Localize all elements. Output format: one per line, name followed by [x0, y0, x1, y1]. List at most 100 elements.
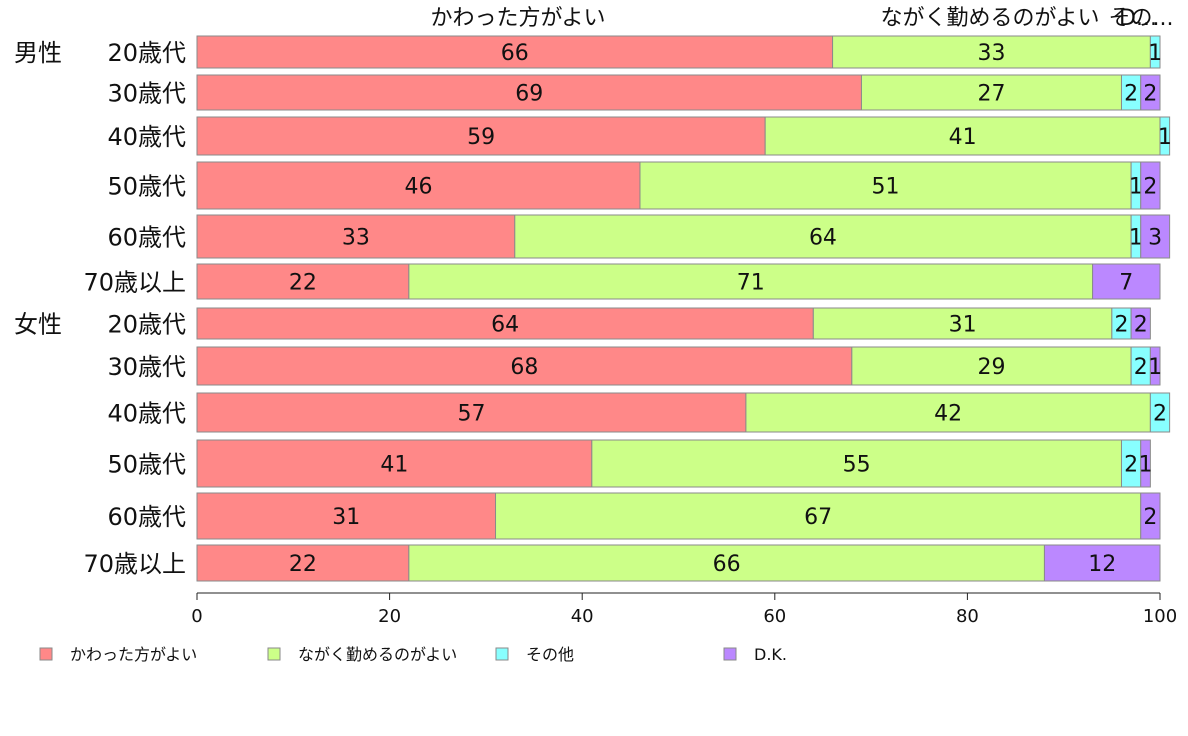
- data-label: 41: [949, 125, 977, 150]
- data-label: 33: [342, 226, 370, 251]
- bar-segment: [196, 161, 641, 210]
- data-label: 2: [1143, 505, 1157, 530]
- bar-segment: [196, 544, 410, 582]
- data-label: 2: [1124, 82, 1138, 107]
- data-label: 41: [380, 453, 408, 478]
- legend-swatch: [723, 647, 737, 661]
- bar-segment: [196, 492, 497, 540]
- x-tick-label: 40: [571, 606, 594, 627]
- column-title-3: D...: [1119, 6, 1157, 31]
- row-label: 70歳以上: [83, 269, 186, 297]
- bar-segment: [514, 214, 1132, 259]
- x-tick-label: 20: [378, 606, 401, 627]
- data-label: 2: [1143, 82, 1157, 107]
- bar-segment: [408, 263, 1094, 300]
- bar-segment: [1159, 116, 1171, 156]
- data-label: 59: [467, 125, 495, 150]
- data-label: 42: [934, 402, 962, 427]
- data-label: 2: [1124, 453, 1138, 478]
- data-label: 66: [501, 41, 529, 66]
- data-label: 46: [404, 175, 432, 200]
- group-label: 男性: [14, 39, 62, 67]
- bar-segment: [1149, 346, 1161, 386]
- row-label: 20歳代: [107, 311, 186, 339]
- row-label: 70歳以上: [83, 550, 186, 578]
- data-label: 64: [491, 313, 519, 338]
- bar-segment: [1140, 214, 1171, 259]
- bar-segment: [196, 214, 516, 259]
- bar-segment: [196, 74, 862, 111]
- bar-segment: [1130, 307, 1151, 340]
- data-label: 71: [737, 271, 765, 296]
- bar-segment: [196, 35, 834, 69]
- data-label: 12: [1088, 552, 1116, 577]
- column-title-0: かわった方がよい: [431, 6, 606, 31]
- bar-segment: [832, 35, 1151, 69]
- bar-segment: [764, 116, 1161, 156]
- data-label: 69: [515, 82, 543, 107]
- data-label: 2: [1134, 313, 1148, 338]
- column-title-1: ながく勤めるのがよい: [881, 6, 1100, 31]
- data-label: 1: [1129, 175, 1143, 200]
- data-label: 22: [289, 552, 317, 577]
- group-label: 女性: [14, 311, 62, 339]
- bar-segment: [196, 439, 593, 488]
- data-label: 66: [713, 552, 741, 577]
- data-label: 64: [809, 226, 837, 251]
- data-label: 33: [977, 41, 1005, 66]
- row-label: 40歳代: [107, 123, 186, 151]
- bar-segment: [860, 74, 1122, 111]
- legend-swatch: [495, 647, 509, 661]
- bar-segment: [196, 116, 766, 156]
- row-label: 60歳代: [107, 224, 186, 252]
- bar-segment: [591, 439, 1122, 488]
- data-label: 68: [510, 355, 538, 380]
- x-tick-label: 100: [1143, 606, 1177, 627]
- bar-segment: [196, 346, 853, 386]
- legend-swatch: [267, 647, 281, 661]
- data-label: 1: [1129, 226, 1143, 251]
- data-label: 1: [1158, 125, 1172, 150]
- bar-segment: [1043, 544, 1161, 582]
- legend-label: かわった方がよい: [70, 645, 197, 664]
- bar-segment: [1140, 492, 1161, 540]
- x-tick-label: 60: [763, 606, 786, 627]
- bar-segment: [1149, 392, 1171, 433]
- data-label: 22: [289, 271, 317, 296]
- bar-segment: [1140, 74, 1161, 111]
- row-label: 40歳代: [107, 400, 186, 428]
- data-label: 31: [332, 505, 360, 530]
- data-label: 57: [457, 402, 485, 427]
- bar-segment: [745, 392, 1151, 433]
- legend-label: ながく勤めるのがよい: [298, 645, 457, 664]
- bar-segment: [639, 161, 1132, 210]
- bar-segment: [408, 544, 1045, 582]
- bar-segment: [1149, 35, 1161, 69]
- bar-segment: [851, 346, 1132, 386]
- bar-segment: [196, 263, 410, 300]
- row-label: 50歳代: [107, 173, 186, 201]
- column-title-2: その...: [1109, 6, 1174, 31]
- legend-swatch: [39, 647, 53, 661]
- data-label: 1: [1139, 453, 1153, 478]
- data-label: 3: [1148, 226, 1162, 251]
- data-label: 31: [949, 313, 977, 338]
- legend-label: D.K.: [754, 645, 787, 664]
- bar-segment: [196, 307, 814, 340]
- data-label: 2: [1143, 175, 1157, 200]
- data-label: 51: [872, 175, 900, 200]
- data-label: 7: [1119, 271, 1133, 296]
- bar-segment: [1092, 263, 1161, 300]
- row-label: 20歳代: [107, 39, 186, 67]
- row-label: 60歳代: [107, 503, 186, 531]
- data-label: 2: [1134, 355, 1148, 380]
- data-label: 67: [804, 505, 832, 530]
- data-label: 2: [1153, 402, 1167, 427]
- data-label: 29: [977, 355, 1005, 380]
- legend-label: その他: [526, 645, 574, 664]
- data-label: 2: [1114, 313, 1128, 338]
- data-label: 1: [1148, 355, 1162, 380]
- row-label: 50歳代: [107, 451, 186, 479]
- data-label: 1: [1148, 41, 1162, 66]
